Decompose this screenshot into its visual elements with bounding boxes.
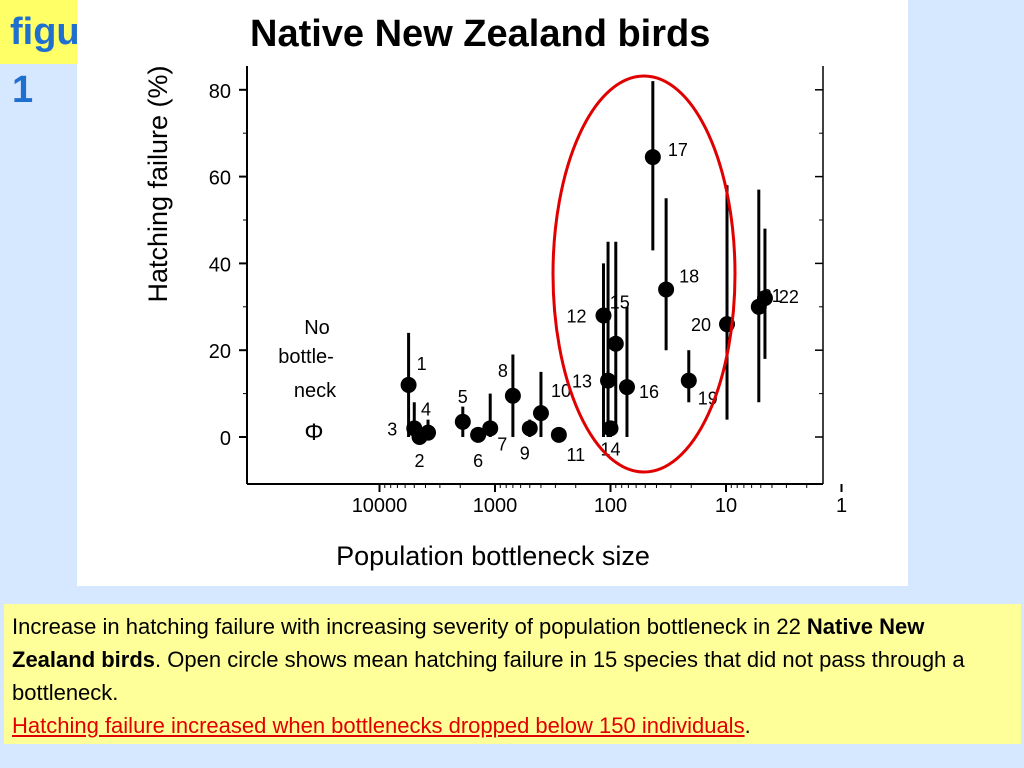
point-label: 13 [572,372,592,392]
point-label: 22 [779,287,799,307]
x-tick-label: 100 [594,495,627,517]
data-point [680,372,697,389]
point-label: 10 [551,381,571,401]
no-bottleneck-label-line1: No [304,317,330,339]
point-label: 5 [458,387,468,407]
point-label: 18 [679,266,699,286]
data-point [644,149,661,166]
highlight-ellipse [551,74,737,474]
point-label: 17 [668,140,688,160]
scatter-chart: 0 20 40 60 80 10000 1000 100 10 1 Hatching failure… [143,65,847,571]
no-bottleneck-symbol: Φ [304,419,323,446]
chart-title: Native New Zealand birds [250,13,711,55]
data-point [504,387,521,404]
point-label: 1 [417,354,427,374]
caption-box: Increase in hatching failure with increa… [4,604,1021,744]
caption-text-2: . Open circle shows mean hatching failur… [12,647,965,705]
x-tick-label: 10000 [352,495,408,517]
data-point [420,424,437,441]
no-bottleneck-label-line2: bottle- [278,346,334,368]
point-label: 8 [498,361,508,381]
x-tick-label: 1000 [473,495,518,517]
point-label: 16 [639,382,659,402]
data-point [607,335,624,352]
point-label: 3 [387,419,397,439]
chart-panel: 0 20 40 60 80 10000 1000 100 10 1 Hatching failure… [77,0,908,586]
x-tick-label: 1 [836,495,847,517]
y-tick-label: 80 [209,81,231,103]
data-point [550,426,567,443]
y-axis-title: Hatching failure (%) [143,65,173,302]
data-point [454,413,471,430]
data-point [600,372,617,389]
point-label: 7 [497,434,507,454]
data-point [482,420,499,437]
data-point [602,420,619,437]
data-point [658,281,675,298]
caption-text-1: Increase in hatching failure with increa… [12,614,807,639]
data-point [618,379,635,396]
data-point [470,426,487,443]
caption-conclusion: Hatching failure increased when bottlene… [12,713,745,738]
data-point [406,420,423,437]
x-axis-title: Population bottleneck size [336,541,650,571]
point-label: 15 [610,293,630,313]
data-point [400,376,417,393]
point-label: 2 [415,451,425,471]
data-point [532,405,549,422]
point-label: 4 [421,400,431,420]
no-bottleneck-label-line3: neck [294,380,337,402]
data-point [595,307,612,324]
figure-number: 1 [12,69,34,111]
y-tick-label: 60 [209,168,231,190]
point-label: 11 [567,445,586,465]
point-label: 20 [691,315,711,335]
y-tick-label: 20 [209,341,231,363]
y-tick-label: 0 [220,428,231,450]
x-tick-label: 10 [715,495,737,517]
y-tick-label: 40 [209,254,231,276]
data-point [756,290,773,307]
caption-bold-text: Native New Zealand birds [12,614,925,672]
data-point [521,420,538,437]
point-label: 12 [566,306,586,326]
point-label: 9 [520,443,530,463]
caption-conclusion-end: . [744,713,751,738]
point-label: 6 [473,451,483,471]
